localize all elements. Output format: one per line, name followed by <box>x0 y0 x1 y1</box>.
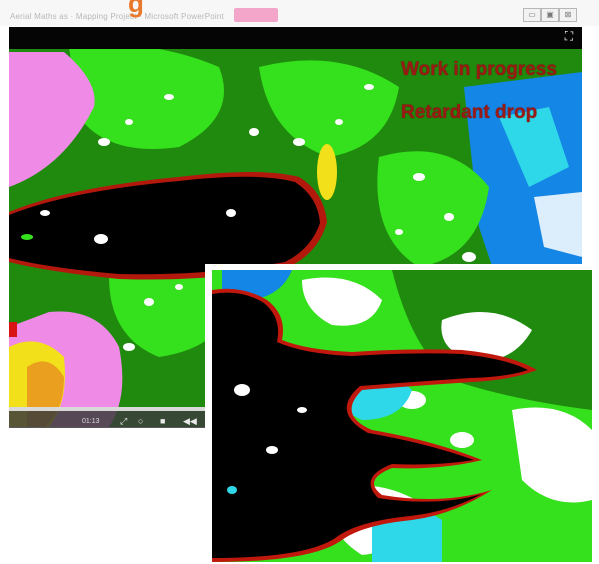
fullscreen-toggle-icon[interactable]: ⤢ <box>120 416 128 426</box>
stop-icon[interactable]: ■ <box>160 416 166 426</box>
rewind-icon[interactable]: ◀◀ <box>183 416 197 426</box>
browser-tabs-text: Aerial Maths as · Mapping Project · Micr… <box>10 12 224 21</box>
inset-zoom-image <box>212 270 592 562</box>
browser-top-bar <box>0 0 599 26</box>
label-work-in-progress: Work in progress <box>401 59 557 80</box>
video-frame[interactable] <box>9 27 582 427</box>
video-header-bar <box>9 27 582 49</box>
video-time: 01:13 <box>82 418 100 425</box>
video-control-bar <box>9 408 205 428</box>
settings-icon[interactable]: ○ <box>138 416 144 426</box>
label-retardant-drop: Retardant drop <box>401 102 538 123</box>
page-title-fragment: g <box>128 0 144 18</box>
video-progress-bar[interactable] <box>9 407 205 411</box>
close-button[interactable]: ⊠ <box>559 8 577 22</box>
minimize-button[interactable]: ▭ <box>523 8 541 22</box>
highlighted-tab[interactable] <box>234 8 278 22</box>
inset-thermal-map <box>212 270 592 562</box>
restore-button[interactable]: ▣ <box>541 8 559 22</box>
expand-icon[interactable]: ⛶ <box>564 29 574 43</box>
